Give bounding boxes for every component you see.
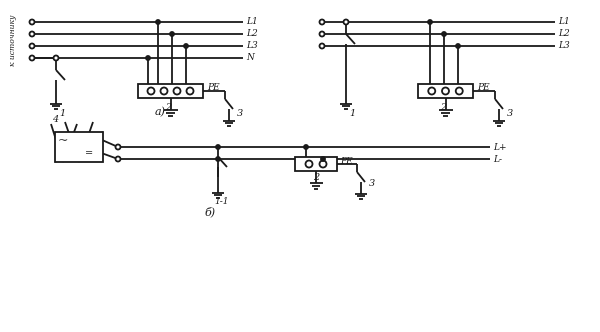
Circle shape (320, 160, 326, 168)
Circle shape (442, 88, 449, 95)
Circle shape (428, 20, 432, 24)
Circle shape (305, 160, 313, 168)
Text: L3: L3 (558, 42, 570, 50)
Text: PE: PE (477, 84, 490, 93)
Circle shape (156, 20, 160, 24)
Text: N: N (246, 53, 254, 62)
Text: L3: L3 (246, 42, 258, 50)
Circle shape (216, 145, 220, 149)
Circle shape (115, 156, 121, 161)
Bar (295, 157, 337, 171)
Text: L2: L2 (558, 30, 570, 39)
Circle shape (187, 88, 193, 95)
Text: L-: L- (493, 154, 502, 163)
Text: 1-1: 1-1 (214, 198, 229, 207)
Text: PE: PE (340, 156, 353, 165)
Circle shape (456, 88, 463, 95)
Circle shape (29, 32, 35, 37)
Text: 3: 3 (507, 109, 513, 118)
Circle shape (29, 55, 35, 60)
Text: L1: L1 (558, 18, 570, 27)
Bar (55, 132, 103, 162)
Circle shape (320, 20, 325, 25)
Circle shape (184, 44, 188, 48)
Text: 3: 3 (369, 180, 375, 189)
Circle shape (216, 157, 220, 161)
Text: б): б) (205, 207, 215, 217)
Text: 2: 2 (440, 104, 446, 113)
Circle shape (320, 32, 325, 37)
Circle shape (146, 56, 150, 60)
Text: 2: 2 (165, 104, 171, 113)
Circle shape (321, 157, 325, 161)
Circle shape (170, 32, 174, 36)
Text: 3: 3 (237, 109, 243, 118)
Text: =: = (85, 149, 93, 158)
Text: 2: 2 (313, 174, 319, 183)
Circle shape (428, 88, 435, 95)
Circle shape (456, 44, 460, 48)
Circle shape (53, 55, 59, 60)
Text: ~: ~ (58, 134, 68, 147)
Circle shape (29, 43, 35, 48)
Circle shape (343, 20, 349, 25)
Circle shape (115, 144, 121, 149)
Circle shape (173, 88, 181, 95)
Bar (418, 84, 473, 98)
Text: L+: L+ (493, 142, 506, 151)
Circle shape (161, 88, 167, 95)
Circle shape (29, 20, 35, 25)
Bar (138, 84, 203, 98)
Circle shape (442, 32, 446, 36)
Text: L2: L2 (246, 30, 258, 39)
Text: 1: 1 (59, 110, 65, 119)
Text: 1: 1 (349, 110, 355, 119)
Text: к источнику: к источнику (9, 14, 17, 66)
Circle shape (320, 43, 325, 48)
Text: L1: L1 (246, 18, 258, 27)
Text: PE: PE (207, 84, 220, 93)
Circle shape (148, 88, 155, 95)
Text: 4: 4 (52, 116, 58, 124)
Circle shape (304, 145, 308, 149)
Text: a): a) (155, 107, 166, 117)
